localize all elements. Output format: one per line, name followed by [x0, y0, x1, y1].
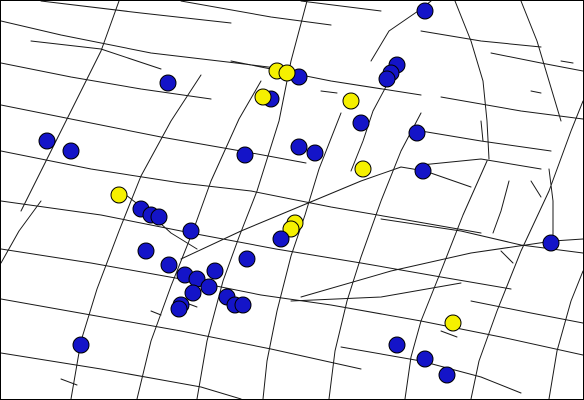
street-line: [1, 200, 42, 264]
blue-location-marker[interactable]: [238, 250, 256, 268]
street-line: [275, 248, 512, 290]
blue-location-marker[interactable]: [290, 138, 308, 156]
street-line: [530, 90, 542, 94]
yellow-location-marker[interactable]: [354, 160, 372, 178]
blue-location-marker[interactable]: [414, 162, 432, 180]
blue-location-marker[interactable]: [159, 74, 177, 92]
street-line: [480, 120, 484, 142]
street-line: [420, 158, 542, 170]
street-line: [420, 130, 552, 152]
blue-location-marker[interactable]: [408, 124, 426, 142]
street-line: [420, 30, 542, 48]
street-line: [548, 168, 554, 242]
street-line: [328, 112, 422, 399]
street-line: [1, 104, 307, 164]
blue-location-marker[interactable]: [416, 2, 434, 20]
street-line: [548, 270, 583, 399]
street-line: [1, 352, 242, 399]
street-line: [1, 200, 277, 250]
yellow-location-marker[interactable]: [444, 314, 462, 332]
street-line: [150, 310, 162, 316]
street-line: [530, 180, 542, 198]
street-line: [490, 52, 583, 72]
street-line: [1, 62, 212, 100]
street-line: [500, 250, 514, 264]
blue-location-marker[interactable]: [388, 336, 406, 354]
blue-location-marker[interactable]: [137, 242, 155, 260]
street-line: [260, 294, 583, 356]
street-line: [1, 150, 252, 192]
yellow-location-marker[interactable]: [110, 186, 128, 204]
street-line: [520, 1, 562, 122]
street-line: [492, 180, 510, 234]
street-line: [180, 1, 332, 26]
street-line: [300, 238, 583, 298]
blue-location-marker[interactable]: [272, 230, 290, 248]
blue-location-marker[interactable]: [170, 300, 188, 318]
street-line: [40, 1, 232, 24]
blue-location-marker[interactable]: [438, 366, 456, 384]
street-line: [250, 190, 482, 234]
blue-location-marker[interactable]: [378, 70, 396, 88]
street-line: [180, 166, 472, 260]
street-line: [470, 100, 583, 399]
street-line: [1, 20, 302, 72]
yellow-location-marker[interactable]: [278, 64, 296, 82]
blue-location-marker[interactable]: [38, 132, 56, 150]
blue-location-marker[interactable]: [160, 256, 178, 274]
blue-location-marker[interactable]: [234, 296, 252, 314]
street-line: [440, 330, 458, 338]
street-line: [20, 1, 120, 212]
street-line: [136, 80, 262, 399]
yellow-location-marker[interactable]: [254, 88, 272, 106]
blue-location-marker[interactable]: [416, 350, 434, 368]
blue-location-marker[interactable]: [184, 284, 202, 302]
blue-location-marker[interactable]: [150, 208, 168, 226]
blue-location-marker[interactable]: [236, 146, 254, 164]
street-line: [560, 60, 574, 64]
street-line: [440, 96, 583, 120]
street-line: [230, 60, 422, 96]
blue-location-marker[interactable]: [206, 262, 224, 280]
street-line: [1, 298, 362, 370]
location-markers: [38, 2, 560, 384]
street-line: [320, 90, 338, 94]
street-line: [404, 160, 488, 399]
street-line: [454, 1, 490, 160]
yellow-location-marker[interactable]: [342, 92, 360, 110]
blue-location-marker[interactable]: [72, 336, 90, 354]
street-line: [300, 1, 382, 12]
blue-location-marker[interactable]: [542, 234, 560, 252]
blue-location-marker[interactable]: [182, 222, 200, 240]
street-line: [60, 378, 78, 386]
blue-location-marker[interactable]: [306, 144, 324, 162]
street-line: [262, 112, 342, 399]
blue-location-marker[interactable]: [200, 278, 218, 296]
street-line: [70, 74, 202, 399]
blue-location-marker[interactable]: [352, 114, 370, 132]
blue-location-marker[interactable]: [62, 142, 80, 160]
street-line: [30, 40, 162, 70]
